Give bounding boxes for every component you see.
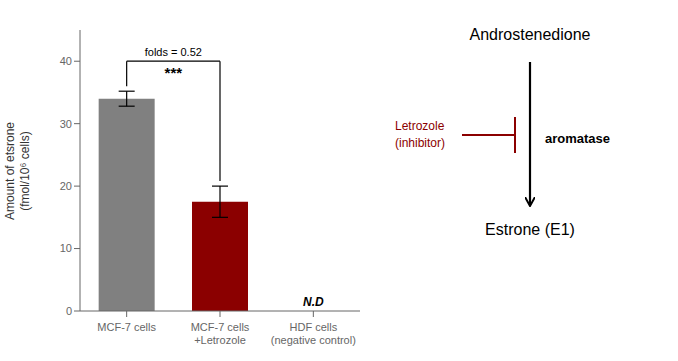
svg-text:aromatase: aromatase	[545, 131, 610, 146]
svg-text:30: 30	[60, 118, 72, 130]
svg-text:***: ***	[165, 64, 183, 81]
svg-text:0: 0	[66, 305, 72, 317]
svg-text:MCF-7 cells: MCF-7 cells	[97, 321, 156, 333]
svg-text:N.D: N.D	[303, 295, 324, 309]
svg-text:10: 10	[60, 242, 72, 254]
svg-text:Estrone (E1): Estrone (E1)	[485, 221, 575, 238]
svg-text:folds = 0.52: folds = 0.52	[145, 46, 202, 58]
svg-text:MCF-7 cells+Letrozole: MCF-7 cells+Letrozole	[191, 321, 250, 346]
html-text:Amount of etsrone (fmol/10⁶ ce: Amount of etsrone (fmol/10⁶ cells)	[3, 121, 32, 220]
svg-text:20: 20	[60, 180, 72, 192]
svg-text:HDF cells(negative control): HDF cells(negative control)	[271, 321, 356, 346]
svg-text:Letrozole(inhibitor): Letrozole(inhibitor)	[395, 119, 445, 150]
svg-text:Androstenedione: Androstenedione	[470, 26, 591, 43]
svg-text:40: 40	[60, 55, 72, 67]
